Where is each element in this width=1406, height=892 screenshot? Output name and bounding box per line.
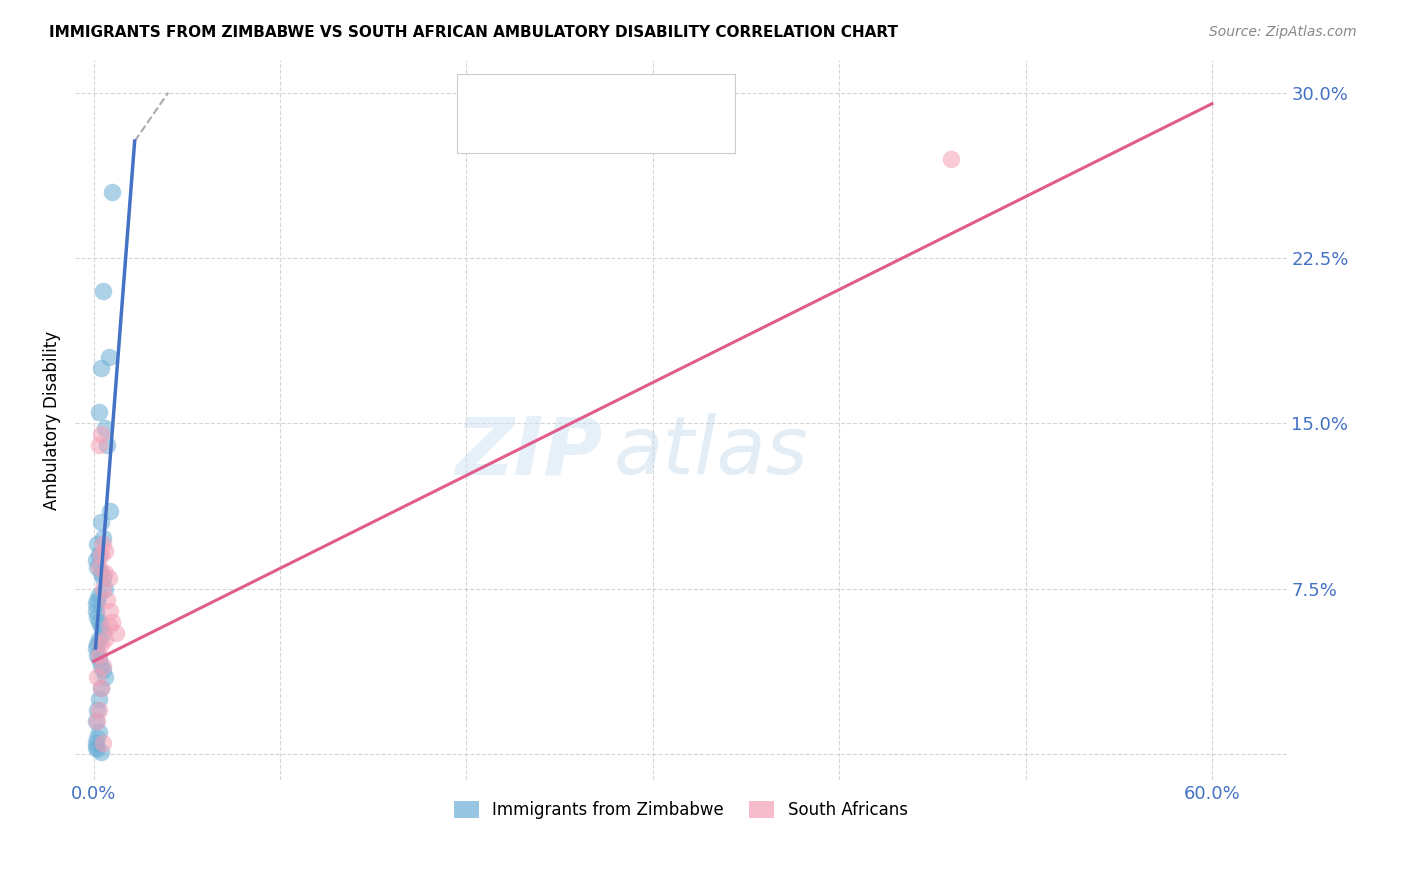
Point — [90, 681, 112, 695]
Point — [86, 703, 108, 717]
Point — [86, 559, 108, 574]
Point — [94, 582, 117, 596]
Text: ■: ■ — [471, 88, 489, 107]
Point — [84, 604, 107, 618]
Point — [96, 438, 118, 452]
Point — [86, 714, 108, 728]
Point — [100, 504, 122, 518]
Point — [97, 570, 120, 584]
Text: atlas: atlas — [614, 413, 808, 491]
Point — [90, 427, 112, 442]
Point — [96, 592, 118, 607]
Point — [86, 742, 108, 756]
Point — [100, 604, 122, 618]
Point — [91, 736, 114, 750]
Point — [105, 625, 128, 640]
Point — [84, 714, 107, 728]
Point — [91, 537, 114, 551]
Point — [89, 691, 111, 706]
Text: R = 0.765: R = 0.765 — [502, 125, 585, 143]
Point — [84, 740, 107, 755]
Point — [89, 652, 111, 666]
Y-axis label: Ambulatory Disability: Ambulatory Disability — [44, 330, 60, 509]
Legend: Immigrants from Zimbabwe, South Africans: Immigrants from Zimbabwe, South Africans — [447, 795, 914, 826]
Point — [90, 566, 112, 581]
Point — [86, 648, 108, 662]
Point — [91, 663, 114, 677]
Point — [94, 632, 117, 647]
Point — [84, 641, 107, 656]
Point — [89, 405, 111, 419]
Point — [86, 731, 108, 746]
Point — [86, 592, 108, 607]
Text: IMMIGRANTS FROM ZIMBABWE VS SOUTH AFRICAN AMBULATORY DISABILITY CORRELATION CHAR: IMMIGRANTS FROM ZIMBABWE VS SOUTH AFRICA… — [49, 25, 898, 40]
Point — [91, 625, 114, 640]
Point — [91, 531, 114, 545]
Point — [86, 537, 108, 551]
Point — [90, 619, 112, 633]
Point — [90, 637, 112, 651]
Point — [90, 745, 112, 759]
Point — [89, 588, 111, 602]
Point — [97, 350, 120, 364]
Point — [86, 637, 108, 651]
Point — [91, 284, 114, 298]
Point — [84, 553, 107, 567]
Point — [89, 549, 111, 563]
Point — [90, 658, 112, 673]
Point — [94, 566, 117, 581]
Point — [91, 582, 114, 596]
Point — [89, 615, 111, 629]
Point — [94, 420, 117, 434]
Point — [90, 361, 112, 376]
Point — [90, 549, 112, 563]
Point — [94, 670, 117, 684]
Text: ■: ■ — [471, 124, 489, 143]
Point — [89, 559, 111, 574]
Point — [84, 736, 107, 750]
Point — [89, 703, 111, 717]
Point — [90, 516, 112, 530]
Text: N = 43: N = 43 — [610, 89, 668, 107]
Point — [84, 597, 107, 611]
Point — [86, 670, 108, 684]
Point — [101, 185, 124, 199]
Text: N = 24: N = 24 — [610, 125, 668, 143]
Point — [97, 619, 120, 633]
Point — [91, 570, 114, 584]
Text: Source: ZipAtlas.com: Source: ZipAtlas.com — [1209, 25, 1357, 39]
Point — [89, 632, 111, 647]
Text: ZIP: ZIP — [454, 413, 602, 491]
Point — [94, 544, 117, 558]
Point — [90, 681, 112, 695]
Text: R = 0.547: R = 0.547 — [502, 89, 585, 107]
Point — [89, 724, 111, 739]
Point — [101, 615, 124, 629]
Point — [86, 610, 108, 624]
Point — [939, 152, 962, 166]
Point — [89, 438, 111, 452]
Point — [89, 648, 111, 662]
Point — [91, 658, 114, 673]
